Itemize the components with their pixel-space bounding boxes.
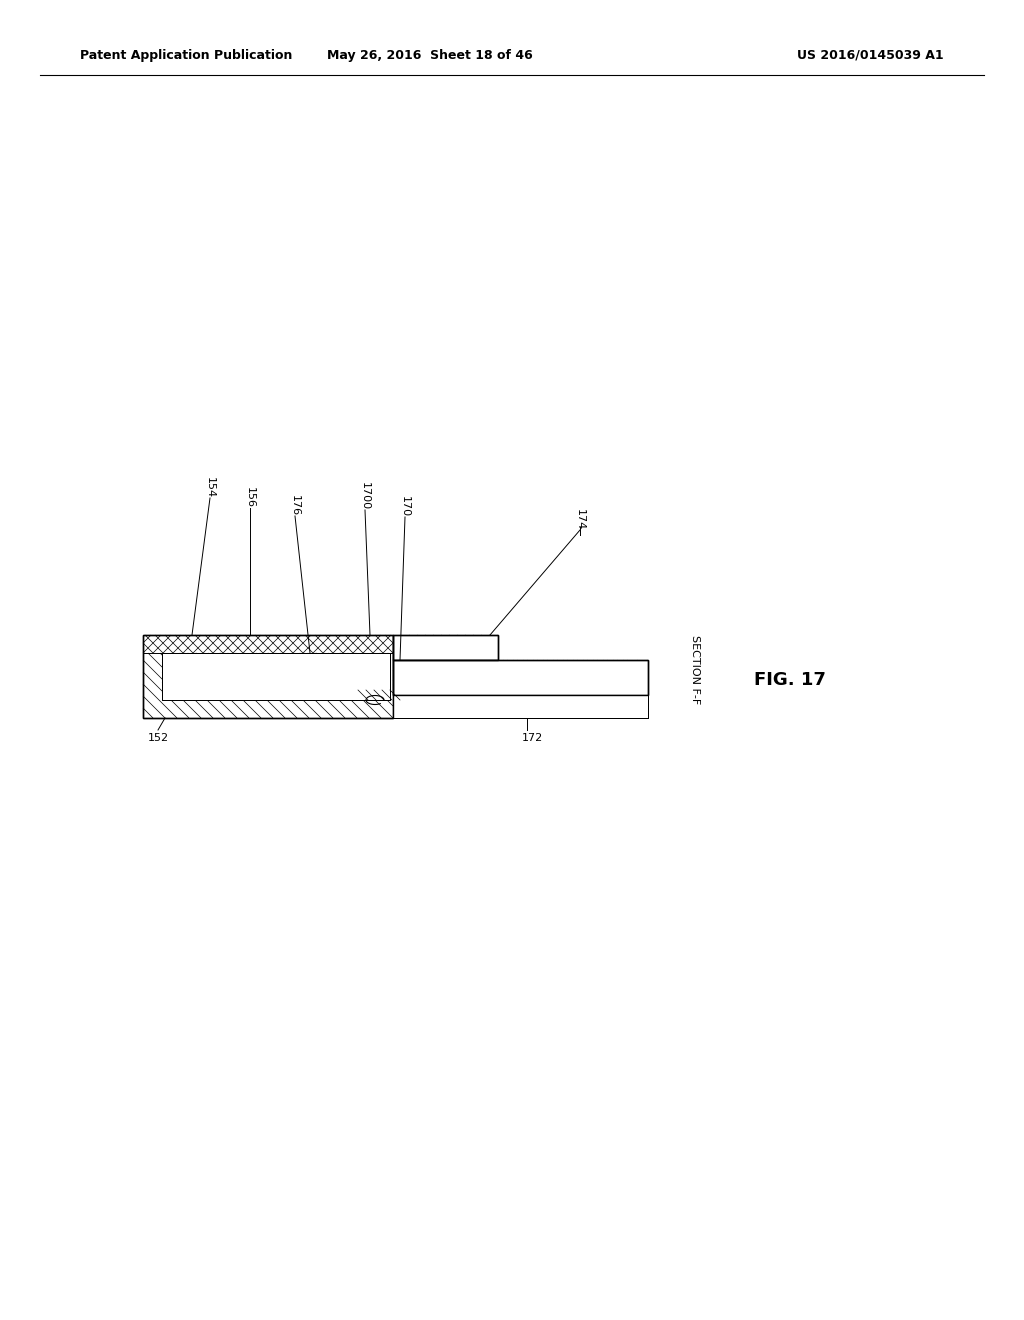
Text: 170: 170 <box>400 496 410 517</box>
Bar <box>393 696 648 718</box>
Text: 172: 172 <box>522 733 544 743</box>
Bar <box>393 660 648 696</box>
Text: 156: 156 <box>245 487 255 508</box>
Text: US 2016/0145039 A1: US 2016/0145039 A1 <box>797 49 943 62</box>
Bar <box>162 653 390 700</box>
Text: May 26, 2016  Sheet 18 of 46: May 26, 2016 Sheet 18 of 46 <box>327 49 532 62</box>
Bar <box>393 660 648 696</box>
Text: 152: 152 <box>148 733 169 743</box>
Text: FIG. 17: FIG. 17 <box>754 671 826 689</box>
Bar <box>393 635 498 660</box>
Bar <box>143 635 393 718</box>
Bar <box>162 653 390 700</box>
Bar <box>143 635 393 718</box>
Text: 174: 174 <box>575 508 585 531</box>
Bar <box>393 696 648 718</box>
Text: Patent Application Publication: Patent Application Publication <box>80 49 293 62</box>
Bar <box>393 635 498 660</box>
Text: 154: 154 <box>205 477 215 498</box>
Text: SECTION F-F: SECTION F-F <box>690 635 700 705</box>
Text: 176: 176 <box>290 495 300 516</box>
Text: 1700: 1700 <box>360 482 370 510</box>
